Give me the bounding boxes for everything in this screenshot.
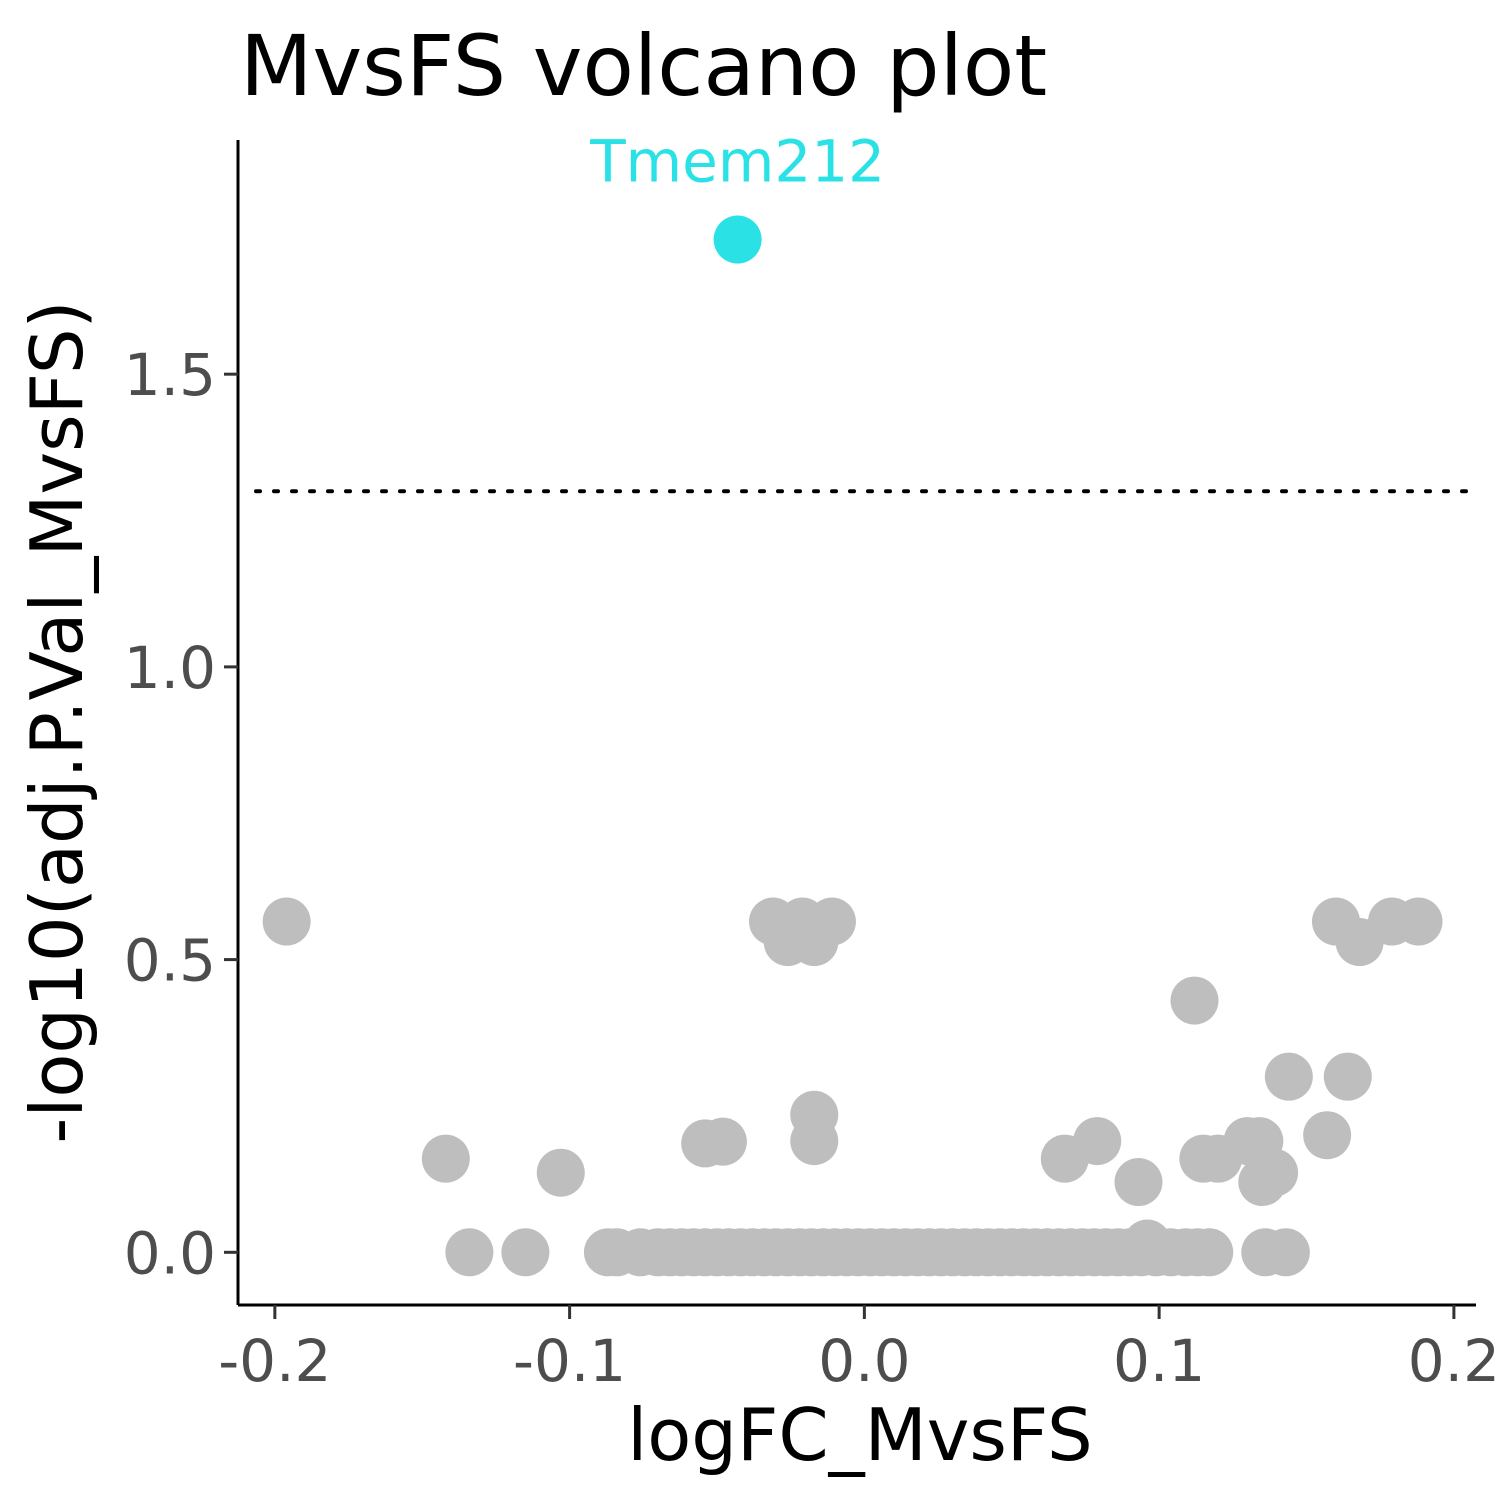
not_significant-point-3 (501, 1228, 550, 1277)
significant-point-0 (713, 215, 762, 264)
x-tick-label: 0.1 (1113, 1327, 1205, 1395)
x-axis-title: logFC_MvsFS (627, 1393, 1093, 1477)
point-labels-layer: Tmem212 (589, 128, 885, 196)
not_significant-point-16 (1114, 1158, 1163, 1207)
y-ticks: 0.0 0.5 1.0 1.5 (124, 341, 238, 1287)
not_significant-point-17 (1170, 976, 1219, 1025)
not_significant-point-15 (1073, 1117, 1122, 1166)
x-tick-label: 0.2 (1408, 1327, 1500, 1395)
x-tick-label: 0.0 (818, 1327, 910, 1395)
not_significant-point-13 (790, 1117, 839, 1166)
x-tick-label: -0.2 (218, 1327, 331, 1395)
not_significant-point-1 (421, 1134, 470, 1183)
y-tick-label: 0.5 (124, 927, 216, 995)
x-tick-label: -0.1 (513, 1327, 626, 1395)
not_significant-point-30 (1394, 897, 1443, 946)
y-tick-label: 1.0 (124, 634, 216, 702)
y-axis-title: -log10(adj.P.Val_MvsFS) (15, 300, 99, 1143)
not_significant-point-81 (1185, 1228, 1234, 1277)
not_significant-point-4 (536, 1148, 585, 1197)
not_significant-point-25 (1303, 1111, 1352, 1160)
not_significant-point-83 (1261, 1228, 1310, 1277)
chart-title: MvsFS volcano plot (240, 17, 1047, 115)
x-ticks: -0.2 -0.1 0.0 0.1 0.2 (218, 1305, 1500, 1395)
points-layer (262, 215, 1443, 1277)
not_significant-point-2 (445, 1228, 494, 1277)
point-label-tmem212: Tmem212 (589, 128, 885, 196)
not_significant-point-0 (262, 897, 311, 946)
not_significant-point-27 (1323, 1052, 1372, 1101)
not_significant-point-23 (1250, 1148, 1299, 1197)
not_significant-point-6 (698, 1117, 747, 1166)
y-tick-label: 1.5 (124, 341, 216, 409)
not_significant-point-24 (1264, 1052, 1313, 1101)
not_significant-point-11 (807, 897, 856, 946)
y-tick-label: 0.0 (124, 1219, 216, 1287)
